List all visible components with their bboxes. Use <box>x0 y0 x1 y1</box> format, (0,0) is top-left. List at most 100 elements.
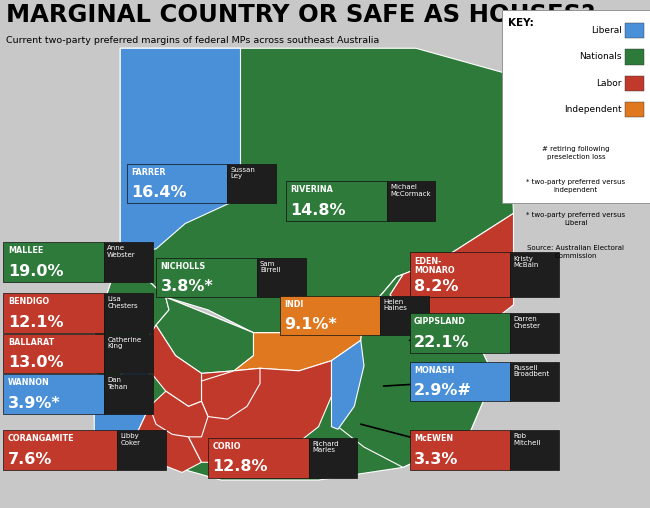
Text: MALLEE: MALLEE <box>8 246 43 256</box>
Text: * two-party preferred versus
independent: * two-party preferred versus independent <box>526 179 625 193</box>
Text: Liberal: Liberal <box>592 26 622 35</box>
Polygon shape <box>156 297 254 373</box>
Polygon shape <box>120 48 240 254</box>
FancyBboxPatch shape <box>104 293 153 333</box>
Text: 3.8%*: 3.8%* <box>161 279 213 294</box>
Text: Kristy
McBain: Kristy McBain <box>514 256 539 268</box>
Text: Catherine
King: Catherine King <box>107 337 142 350</box>
Polygon shape <box>120 48 514 333</box>
FancyBboxPatch shape <box>104 374 153 414</box>
Text: 7.6%: 7.6% <box>8 452 52 467</box>
FancyBboxPatch shape <box>380 296 429 335</box>
FancyBboxPatch shape <box>3 430 117 470</box>
FancyBboxPatch shape <box>104 334 153 373</box>
Polygon shape <box>234 315 364 371</box>
Text: # retiring following
preselection loss: # retiring following preselection loss <box>542 146 610 160</box>
Text: Sussan
Ley: Sussan Ley <box>231 167 255 179</box>
Text: Dan
Tehan: Dan Tehan <box>107 377 128 390</box>
Text: 16.4%: 16.4% <box>131 185 187 200</box>
Text: Source: Australian Electoral
Commission: Source: Australian Electoral Commission <box>527 245 625 259</box>
Polygon shape <box>94 361 150 450</box>
Text: CORANGAMITE: CORANGAMITE <box>8 434 74 443</box>
FancyBboxPatch shape <box>410 362 510 401</box>
FancyBboxPatch shape <box>156 258 257 297</box>
Text: INDI: INDI <box>284 300 304 309</box>
Text: 12.8%: 12.8% <box>213 459 268 474</box>
Text: Labor: Labor <box>597 79 622 88</box>
FancyBboxPatch shape <box>387 181 436 221</box>
Text: Rob
Mitchell: Rob Mitchell <box>514 433 541 446</box>
FancyBboxPatch shape <box>502 10 650 203</box>
Polygon shape <box>150 391 208 437</box>
Text: MARGINAL COUNTRY OR SAFE AS HOUSES?: MARGINAL COUNTRY OR SAFE AS HOUSES? <box>6 3 596 26</box>
FancyBboxPatch shape <box>625 23 644 38</box>
FancyBboxPatch shape <box>3 334 104 373</box>
FancyBboxPatch shape <box>625 49 644 65</box>
Text: 2.9%#: 2.9%# <box>414 383 472 398</box>
Text: RIVERINA: RIVERINA <box>291 185 333 195</box>
FancyBboxPatch shape <box>309 438 358 478</box>
FancyBboxPatch shape <box>510 362 559 401</box>
FancyBboxPatch shape <box>3 374 104 414</box>
Polygon shape <box>188 361 332 462</box>
FancyBboxPatch shape <box>280 296 380 335</box>
FancyBboxPatch shape <box>3 293 104 333</box>
Polygon shape <box>202 368 260 419</box>
Text: KEY:: KEY: <box>508 18 534 28</box>
Text: Lisa
Chesters: Lisa Chesters <box>107 296 138 309</box>
Polygon shape <box>120 406 202 472</box>
FancyBboxPatch shape <box>257 258 306 297</box>
Text: Current two-party preferred margins of federal MPs across southeast Australia: Current two-party preferred margins of f… <box>6 36 380 45</box>
Polygon shape <box>146 325 202 406</box>
FancyBboxPatch shape <box>127 164 228 203</box>
Polygon shape <box>332 340 364 429</box>
Text: BALLARAT: BALLARAT <box>8 338 54 347</box>
Text: 3.9%*: 3.9%* <box>8 396 60 411</box>
Text: 8.2%: 8.2% <box>414 279 458 294</box>
Text: Independent: Independent <box>564 105 622 114</box>
Text: BENDIGO: BENDIGO <box>8 297 49 306</box>
Text: 19.0%: 19.0% <box>8 264 63 279</box>
Text: Sam
Birrell: Sam Birrell <box>260 261 281 273</box>
Text: Libby
Coker: Libby Coker <box>120 433 140 446</box>
FancyBboxPatch shape <box>510 430 559 470</box>
Text: 14.8%: 14.8% <box>291 203 346 218</box>
Text: Darren
Chester: Darren Chester <box>514 316 541 329</box>
Text: Richard
Marles: Richard Marles <box>312 441 339 454</box>
FancyBboxPatch shape <box>104 242 153 282</box>
Polygon shape <box>390 213 514 335</box>
Text: Michael
McCormack: Michael McCormack <box>390 184 430 197</box>
Text: NICHOLLS: NICHOLLS <box>161 262 206 271</box>
FancyBboxPatch shape <box>625 76 644 91</box>
FancyBboxPatch shape <box>625 102 644 117</box>
Text: 22.1%: 22.1% <box>414 335 469 350</box>
Text: FARRER: FARRER <box>131 168 166 177</box>
Polygon shape <box>94 254 169 381</box>
FancyBboxPatch shape <box>510 313 559 353</box>
Text: 9.1%*: 9.1%* <box>284 317 337 332</box>
Text: Anne
Webster: Anne Webster <box>107 245 136 258</box>
Text: WANNON: WANNON <box>8 378 49 388</box>
FancyBboxPatch shape <box>510 252 559 297</box>
Text: Nationals: Nationals <box>580 52 622 61</box>
FancyBboxPatch shape <box>410 252 510 297</box>
Text: 12.1%: 12.1% <box>8 314 63 330</box>
FancyBboxPatch shape <box>117 430 166 470</box>
Text: 3.3%: 3.3% <box>414 452 458 467</box>
Text: MONASH: MONASH <box>414 366 454 375</box>
FancyBboxPatch shape <box>227 164 276 203</box>
Text: 13.0%: 13.0% <box>8 355 63 370</box>
FancyBboxPatch shape <box>3 242 104 282</box>
Polygon shape <box>332 274 494 467</box>
Text: GIPPSLAND: GIPPSLAND <box>414 318 466 327</box>
FancyBboxPatch shape <box>286 181 387 221</box>
Text: CORIO: CORIO <box>213 442 241 451</box>
FancyBboxPatch shape <box>410 313 510 353</box>
Polygon shape <box>94 254 494 480</box>
Text: McEWEN: McEWEN <box>414 434 453 443</box>
Text: Russell
Broadbent: Russell Broadbent <box>514 365 550 377</box>
Text: * two-party preferred versus
Liberal: * two-party preferred versus Liberal <box>526 212 625 226</box>
Text: EDEN-
MONARO: EDEN- MONARO <box>414 257 455 274</box>
Text: Helen
Haines: Helen Haines <box>384 299 408 311</box>
FancyBboxPatch shape <box>410 430 510 470</box>
